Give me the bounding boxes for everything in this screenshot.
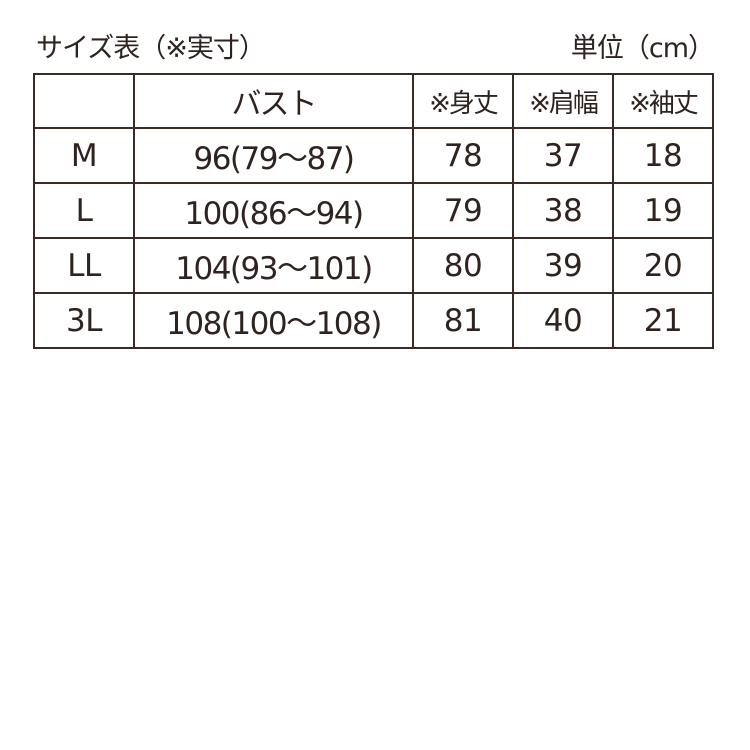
- table-row: M 96(79〜87) 78 37 18: [33, 127, 714, 184]
- header-size: [33, 73, 135, 129]
- table-row: L 100(86〜94) 79 38 19: [33, 182, 714, 239]
- size-chart-title: サイズ表（※実寸）: [36, 33, 266, 64]
- size-table: バスト ※身丈 ※肩幅 ※袖丈 M 96(79〜87) 78 37 18 L 1…: [33, 73, 714, 349]
- shoulder-cell: 39: [512, 237, 614, 294]
- header-sleeve: ※袖丈: [612, 73, 714, 129]
- length-cell: 80: [412, 237, 514, 294]
- header-bust: バスト: [133, 73, 414, 129]
- table-row: 3L 108(100〜108) 81 40 21: [33, 292, 714, 349]
- shoulder-cell: 37: [512, 127, 614, 184]
- length-cell: 79: [412, 182, 514, 239]
- size-cell: L: [33, 182, 135, 239]
- sleeve-cell: 20: [612, 237, 714, 294]
- bust-cell: 96(79〜87): [133, 127, 414, 184]
- sleeve-cell: 21: [612, 292, 714, 349]
- header-shoulder: ※肩幅: [512, 73, 614, 129]
- size-cell: LL: [33, 237, 135, 294]
- unit-label: 単位（cm）: [570, 33, 715, 64]
- sleeve-cell: 18: [612, 127, 714, 184]
- sleeve-cell: 19: [612, 182, 714, 239]
- bust-cell: 108(100〜108): [133, 292, 414, 349]
- shoulder-cell: 38: [512, 182, 614, 239]
- bust-cell: 104(93〜101): [133, 237, 414, 294]
- header-length: ※身丈: [412, 73, 514, 129]
- size-cell: M: [33, 127, 135, 184]
- table-header-row: バスト ※身丈 ※肩幅 ※袖丈: [33, 73, 714, 129]
- bust-cell: 100(86〜94): [133, 182, 414, 239]
- size-cell: 3L: [33, 292, 135, 349]
- length-cell: 81: [412, 292, 514, 349]
- table-row: LL 104(93〜101) 80 39 20: [33, 237, 714, 294]
- shoulder-cell: 40: [512, 292, 614, 349]
- length-cell: 78: [412, 127, 514, 184]
